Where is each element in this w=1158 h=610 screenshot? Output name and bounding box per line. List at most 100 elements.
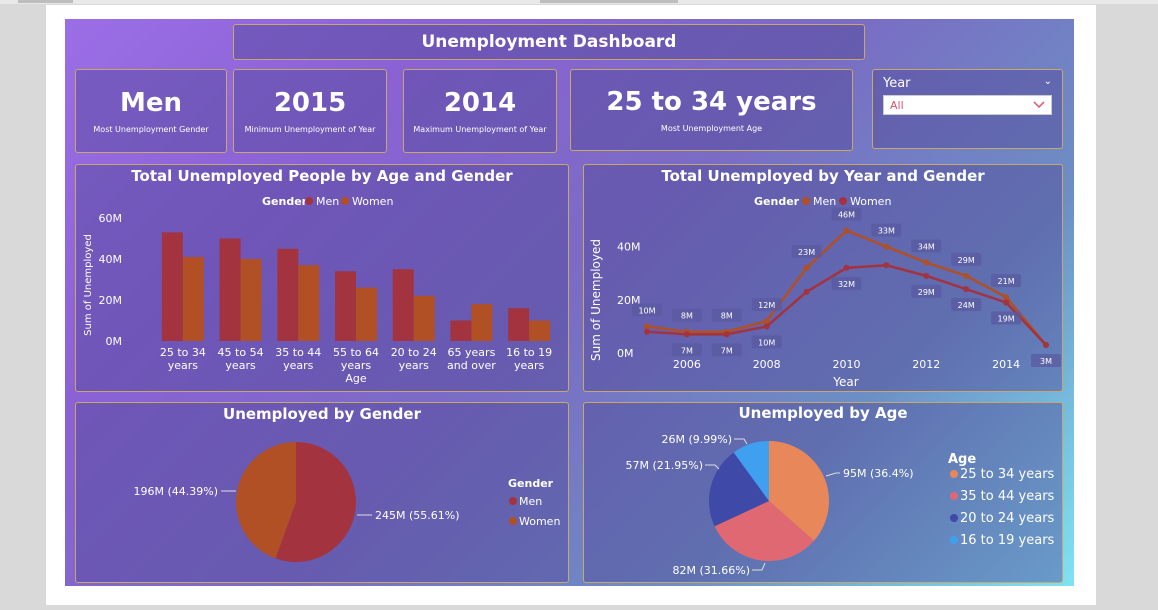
- leader-line: [734, 438, 748, 445]
- line-point[interactable]: [763, 318, 770, 325]
- data-label-bg: [1031, 354, 1061, 368]
- legend-label-women: Women: [519, 515, 560, 528]
- x-tick-label: years: [168, 359, 199, 372]
- bar-women[interactable]: [298, 265, 320, 341]
- pie-slice-25-to-34-years[interactable]: [769, 441, 829, 541]
- legend-marker: [950, 536, 958, 544]
- line-point[interactable]: [644, 323, 650, 330]
- pie-slice-women[interactable]: [236, 442, 296, 559]
- data-label: 8M: [721, 312, 733, 321]
- x-tick-label: Age: [345, 372, 367, 385]
- x-tick-label: 25 to 34: [160, 346, 206, 359]
- legend-marker: [950, 514, 958, 522]
- bar-men[interactable]: [392, 269, 414, 341]
- x-tick-label: years: [225, 359, 256, 372]
- kpi-card-max-year[interactable]: 2014 Maximum Unemployment of Year: [403, 69, 557, 153]
- line-point[interactable]: [803, 264, 810, 271]
- kpi-label: Minimum Unemployment of Year: [244, 125, 376, 135]
- legend-title: Gender: [508, 477, 554, 490]
- pie-slice-20-to-24-years[interactable]: [709, 452, 769, 527]
- legend-label: 16 to 19 years: [960, 533, 1055, 548]
- line-point[interactable]: [883, 262, 890, 269]
- slicer-label: Year: [883, 76, 911, 91]
- data-label-bg: [951, 252, 982, 266]
- slice-label-women: 196M (44.39%): [133, 485, 218, 498]
- gender-pie-title: Unemployed by Gender: [223, 405, 421, 423]
- dashboard-title: Unemployment Dashboard: [421, 32, 677, 52]
- age-pie-panel: Unemployed by Age 26M (9.99%) 57M (21.95…: [583, 402, 1063, 583]
- line-point[interactable]: [923, 272, 930, 279]
- bar-men[interactable]: [161, 232, 183, 341]
- line-point[interactable]: [803, 288, 810, 295]
- y-tick-label: 0M: [106, 335, 123, 348]
- x-tick-label: 35 to 44: [275, 346, 321, 359]
- data-label-bg: [911, 239, 942, 253]
- bar-women[interactable]: [413, 295, 435, 341]
- line-point[interactable]: [644, 328, 650, 335]
- gender-pie-panel: Unemployed by Gender 196M (44.39%) 245M …: [75, 402, 569, 583]
- bar-chart-title: Total Unemployed People by Age and Gende…: [131, 167, 513, 185]
- line-point[interactable]: [843, 264, 850, 271]
- bar-men[interactable]: [219, 238, 241, 342]
- x-tick-label: 2014: [992, 358, 1020, 371]
- bar-men[interactable]: [277, 248, 299, 341]
- line-point[interactable]: [1003, 294, 1010, 301]
- x-tick-label: 2010: [833, 358, 861, 371]
- line-chart-title: Total Unemployed by Year and Gender: [661, 167, 985, 185]
- x-axis-label: Year: [832, 375, 858, 389]
- kpi-card-gender[interactable]: Men Most Unemployment Gender: [75, 69, 227, 153]
- pie-slice-35-to-44-years[interactable]: [714, 501, 814, 561]
- line-point[interactable]: [963, 272, 970, 279]
- line-point[interactable]: [923, 259, 930, 266]
- line-point[interactable]: [1043, 342, 1049, 349]
- kpi-card-age[interactable]: 25 to 34 years Most Unemployment Age: [570, 69, 853, 151]
- line-point[interactable]: [723, 331, 730, 338]
- pie-slice-men[interactable]: [275, 442, 356, 562]
- kpi-value: 2014: [443, 87, 517, 118]
- kpi-label: Most Unemployment Gender: [93, 125, 209, 135]
- data-label-bg: [991, 311, 1022, 325]
- data-label-bg: [751, 335, 782, 349]
- chevron-down-icon: [1033, 101, 1045, 109]
- x-tick-label: 65 years: [448, 346, 496, 359]
- data-label-bg: [991, 274, 1022, 288]
- legend-marker-women: [509, 517, 517, 525]
- kpi-value: 2015: [273, 87, 347, 118]
- pie-slice-16-to-19-years[interactable]: [733, 441, 769, 501]
- data-label-bg: [751, 298, 782, 312]
- bar-women[interactable]: [182, 256, 204, 341]
- bar-women[interactable]: [356, 287, 377, 341]
- data-label-bg: [791, 244, 822, 258]
- x-tick-label: 20 to 24: [391, 346, 437, 359]
- x-tick-label: years: [399, 359, 430, 372]
- line-point[interactable]: [883, 243, 890, 250]
- data-label: 46M: [838, 211, 855, 220]
- age-pie-chart: 26M (9.99%) 57M (21.95%) 95M (36.4%) 82M…: [625, 433, 1055, 577]
- legend-label: 25 to 34 years: [960, 467, 1055, 482]
- line-point[interactable]: [1003, 299, 1010, 306]
- data-label-bg: [831, 276, 862, 290]
- data-label-bg: [911, 284, 942, 298]
- legend-marker-men: [802, 197, 810, 205]
- bar-men[interactable]: [450, 320, 472, 342]
- bar-men[interactable]: [508, 308, 530, 341]
- bar-women[interactable]: [471, 304, 493, 341]
- data-label: 32M: [838, 280, 855, 289]
- bar-women[interactable]: [240, 259, 262, 341]
- bar-men[interactable]: [335, 271, 356, 341]
- year-dropdown[interactable]: All: [883, 95, 1052, 115]
- kpi-card-min-year[interactable]: 2015 Minimum Unemployment of Year: [233, 69, 387, 153]
- line-point[interactable]: [963, 286, 970, 293]
- legend-marker-women: [341, 197, 349, 205]
- bar-women[interactable]: [529, 320, 551, 342]
- line-point[interactable]: [683, 331, 690, 338]
- data-label: 10M: [758, 338, 775, 347]
- data-label: 29M: [918, 288, 935, 297]
- chevron-down-icon[interactable]: ⌄: [1043, 76, 1052, 87]
- year-slicer[interactable]: Year ⌄ All: [872, 69, 1063, 149]
- x-tick-label: 45 to 54: [218, 346, 264, 359]
- tab-indicator: [540, 0, 678, 3]
- line-point[interactable]: [843, 227, 850, 234]
- line-point[interactable]: [763, 323, 770, 330]
- data-label-bg: [671, 343, 702, 357]
